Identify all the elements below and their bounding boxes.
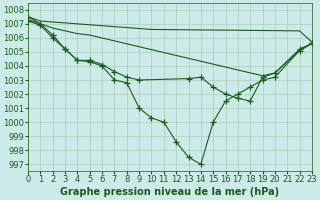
X-axis label: Graphe pression niveau de la mer (hPa): Graphe pression niveau de la mer (hPa) <box>60 187 280 197</box>
